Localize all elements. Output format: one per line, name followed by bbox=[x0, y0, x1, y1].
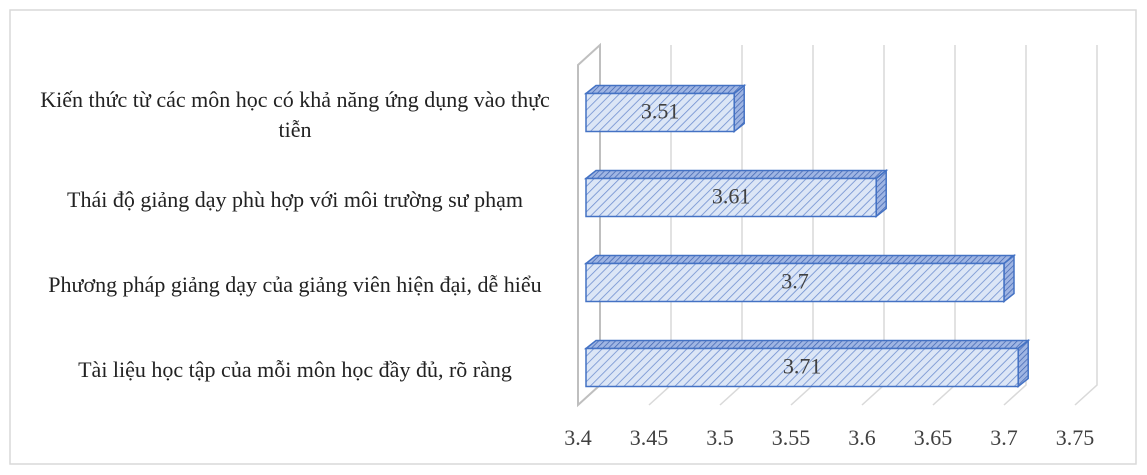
bar-side bbox=[1003, 253, 1015, 304]
y-tick-label: Tài liệu học tập của mỗi môn học đầy đủ,… bbox=[78, 356, 512, 382]
bar-top bbox=[583, 254, 1017, 265]
y-tick-label: Phương pháp giảng dạy của giảng viên hiệ… bbox=[48, 271, 542, 297]
x-tick-label: 3.4 bbox=[564, 425, 592, 450]
x-tick-label: 3.55 bbox=[772, 425, 811, 450]
x-tick-label: 3.5 bbox=[706, 425, 734, 450]
grid-line bbox=[1003, 45, 1027, 406]
data-label: 3.7 bbox=[781, 269, 809, 294]
x-tick-label: 3.45 bbox=[630, 425, 669, 450]
bar bbox=[585, 177, 877, 218]
x-tick-label: 3.6 bbox=[848, 425, 876, 450]
bar bbox=[585, 92, 735, 133]
bar-top bbox=[583, 169, 889, 180]
bar-top bbox=[583, 339, 1031, 350]
bar-side bbox=[733, 83, 745, 134]
data-label: 3.61 bbox=[712, 184, 751, 209]
bar-side bbox=[1017, 338, 1029, 389]
data-label: 3.71 bbox=[783, 354, 822, 379]
bar-side bbox=[875, 168, 887, 219]
x-tick-label: 3.7 bbox=[990, 425, 1018, 450]
bar bbox=[585, 347, 1019, 388]
x-tick-label: 3.65 bbox=[914, 425, 953, 450]
data-label: 3.51 bbox=[641, 99, 680, 124]
chart-frame bbox=[9, 9, 1137, 465]
y-tick-label: Kiến thức từ các môn học có khả năng ứng… bbox=[40, 86, 550, 142]
y-tick-label: Thái độ giảng dạy phù hợp với môi trường… bbox=[67, 186, 523, 212]
grid-line bbox=[1074, 45, 1098, 406]
bar bbox=[585, 262, 1005, 303]
bar-top bbox=[583, 84, 747, 95]
x-tick-label: 3.75 bbox=[1056, 425, 1095, 450]
